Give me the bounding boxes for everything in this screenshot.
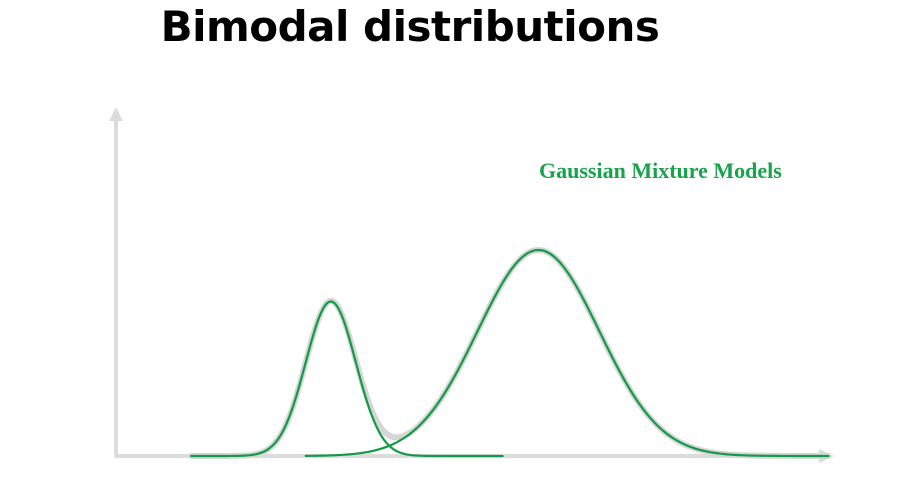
component-curve-1 [190, 300, 504, 458]
gmm-label: Gaussian Mixture Models [539, 158, 782, 183]
page-title: Bimodal distributions [160, 2, 660, 51]
y-axis-arrowhead [109, 107, 123, 121]
axes [109, 107, 834, 463]
component-curve-2 [304, 248, 830, 458]
